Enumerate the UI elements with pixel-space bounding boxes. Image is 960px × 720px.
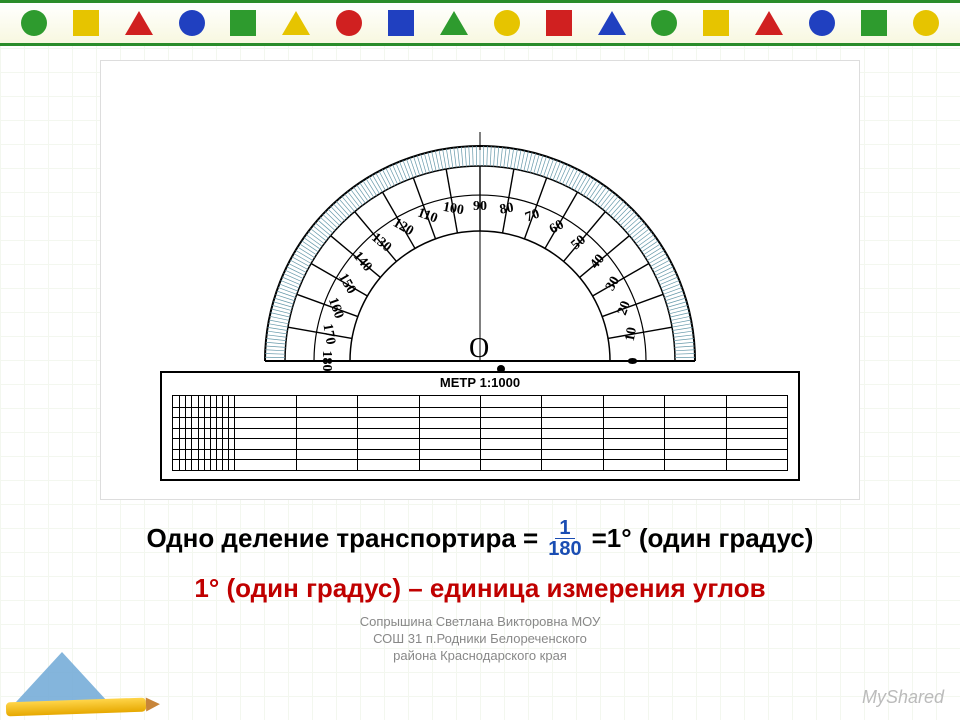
protractor-panel: 0102030405060708090100110120130140150160… [100,60,860,500]
explanation-text: Одно деление транспортира = 1 180 =1° (о… [40,518,920,665]
svg-text:170: 170 [319,323,337,346]
svg-text:10: 10 [623,326,640,342]
svg-text:80: 80 [498,200,514,217]
tools-corner-decoration [6,644,126,714]
setsquare-icon [16,652,108,702]
fraction-denominator: 180 [544,539,585,559]
svg-text:90: 90 [473,199,487,214]
svg-text:30: 30 [603,274,623,294]
svg-text:70: 70 [523,207,541,226]
credit-line-3: района Краснодарского края [40,648,920,665]
watermark: MyShared [862,687,944,708]
ruler-title: МЕТР 1:1000 [162,373,798,392]
svg-text:160: 160 [325,296,346,321]
line1-part-b: =1° (один градус) [592,523,814,554]
definition-line-1: Одно деление транспортира = 1 180 =1° (о… [40,518,920,559]
fraction: 1 180 [544,518,585,559]
svg-text:60: 60 [547,217,567,237]
svg-text:100: 100 [442,200,465,218]
svg-text:180: 180 [319,351,334,372]
line1-part-a: Одно деление транспортира = [147,523,539,554]
svg-text:110: 110 [415,206,439,227]
main-content: 0102030405060708090100110120130140150160… [40,60,920,700]
credit-line-2: СОШ 31 п.Родники Белореченского [40,631,920,648]
ruler-base: МЕТР 1:1000 [160,371,800,481]
fraction-numerator: 1 [555,518,574,539]
svg-text:0: 0 [626,358,641,365]
credit-line-1: Сопрышина Светлана Викторовна МОУ [40,614,920,631]
author-credits: Сопрышина Светлана Викторовна МОУ СОШ 31… [40,614,920,665]
svg-text:20: 20 [615,299,634,317]
center-point-label: О [469,333,489,365]
definition-line-2: 1° (один градус) – единица измерения угл… [40,573,920,604]
decorative-shape-strip [0,0,960,46]
ruler-grid [172,395,788,471]
